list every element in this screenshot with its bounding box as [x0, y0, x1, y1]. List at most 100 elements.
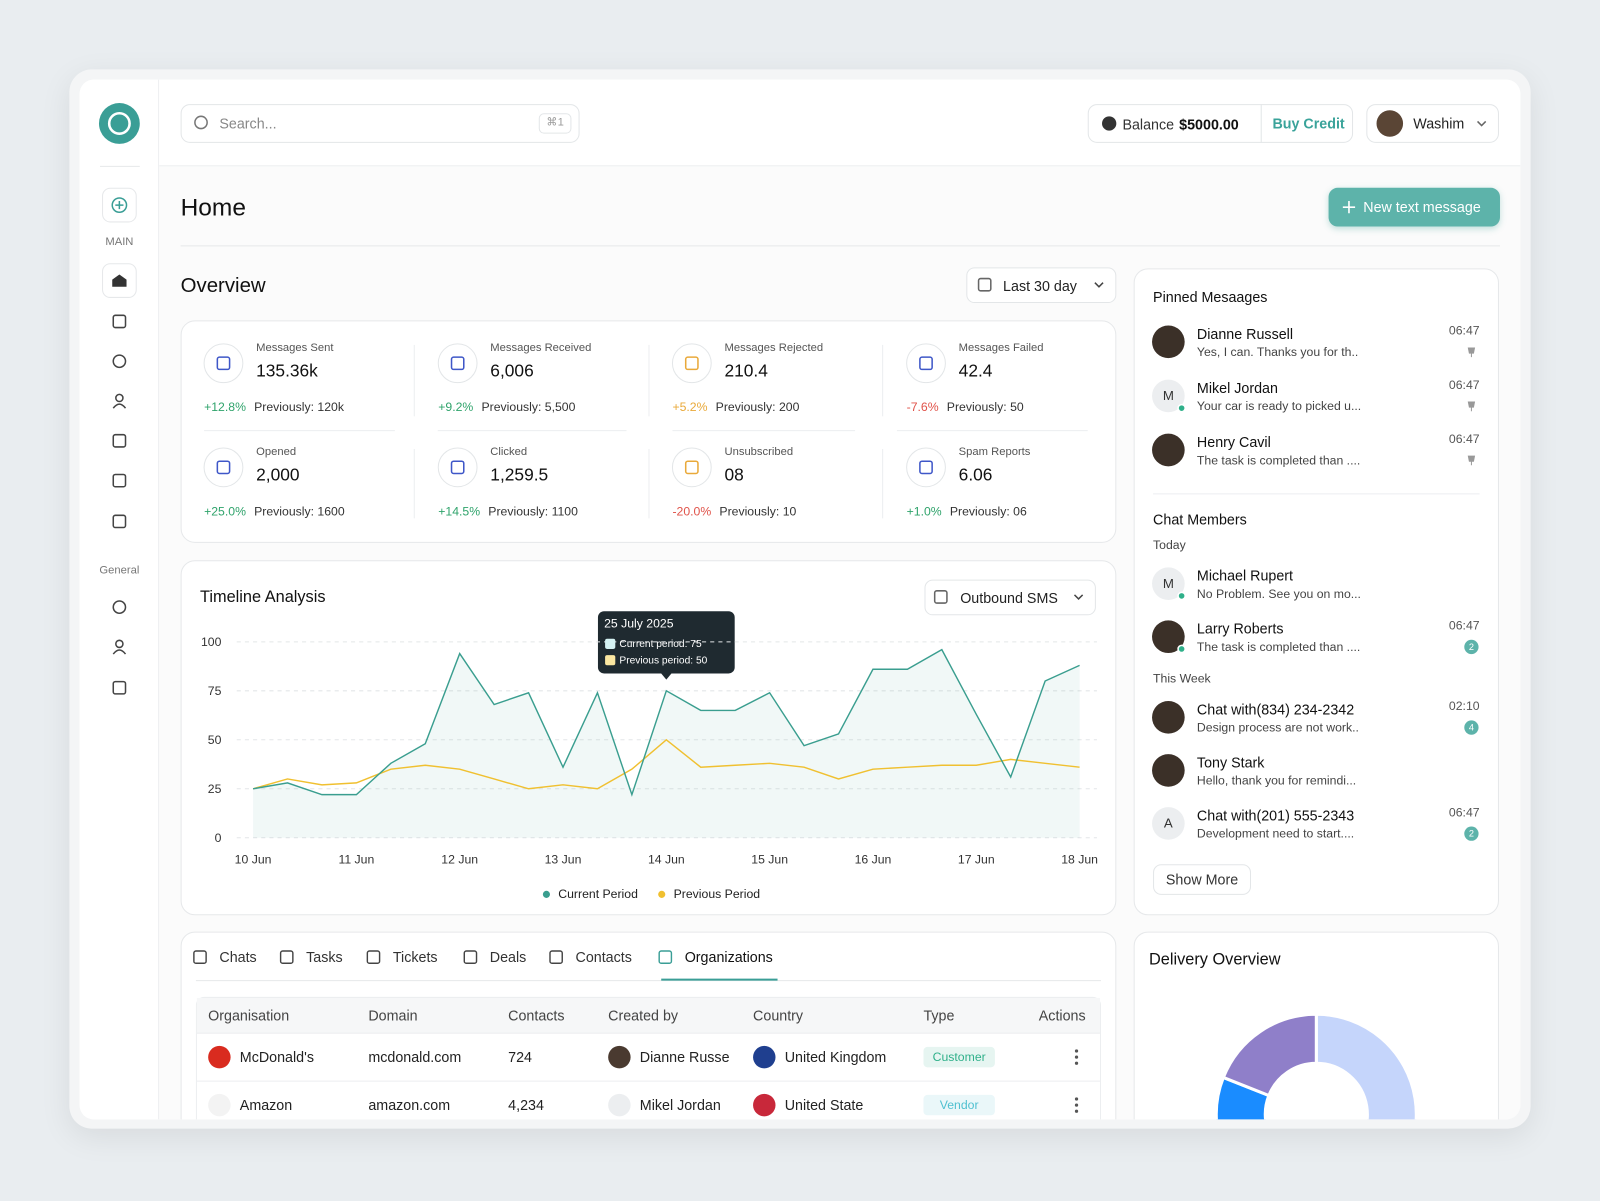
- x-tick-label: 15 Jun: [751, 851, 789, 867]
- online-dot: [1177, 403, 1186, 413]
- contact-name[interactable]: Chat with(834) 234-2342: [1196, 700, 1355, 717]
- contact-name[interactable]: Chat with(201) 555-2343: [1196, 806, 1355, 824]
- stat-glyph: [216, 460, 231, 475]
- tab[interactable]: Tasks: [306, 948, 343, 965]
- tab-icon: [193, 950, 207, 964]
- tab[interactable]: Deals: [489, 948, 527, 965]
- contact-name[interactable]: Mikel Jordan: [1196, 379, 1278, 396]
- message-preview: Hello, thank you for remindi...: [1196, 773, 1357, 788]
- chart-title: Delivery Overview: [1148, 951, 1281, 969]
- contact-name[interactable]: Dianne Russell: [1196, 325, 1294, 342]
- search-placeholder: Search...: [219, 114, 277, 132]
- show-more-button[interactable]: [1153, 864, 1252, 895]
- message-preview: The task is completed than ....: [1196, 639, 1361, 654]
- table-cell: mcdonald.com: [368, 1048, 462, 1065]
- general-label: General: [99, 564, 140, 577]
- line: [252, 648, 1080, 797]
- stat-icon: [437, 343, 478, 384]
- tooltip-swatch: [605, 638, 616, 649]
- legend-dot: [658, 890, 666, 898]
- country-flag: [753, 1045, 776, 1069]
- chart-filter[interactable]: Outbound SMS: [960, 589, 1058, 606]
- show-more-label[interactable]: Show More: [1165, 871, 1239, 888]
- timeline-dropdown[interactable]: [924, 579, 1096, 616]
- balance-amount: $5000.00: [1179, 116, 1239, 133]
- tab[interactable]: Organizations: [684, 948, 773, 965]
- area: [253, 649, 1080, 838]
- tab[interactable]: Tickets: [392, 948, 438, 965]
- tab[interactable]: Contacts: [575, 948, 632, 965]
- section-title: Pinned Mesaages: [1153, 288, 1268, 305]
- icon: [112, 354, 127, 369]
- column-header: Country: [753, 1006, 804, 1024]
- stat-change: +5.2%: [672, 399, 708, 415]
- icon: [112, 314, 127, 329]
- overview-title: Overview: [180, 274, 266, 297]
- actions-menu: [1074, 1103, 1079, 1107]
- tooltip-line: Previous period: 50: [619, 655, 708, 667]
- period-label[interactable]: Last 30 day: [1003, 277, 1077, 294]
- message-time: 02:10: [1448, 698, 1480, 714]
- x-tick-label: 17 Jun: [957, 851, 995, 867]
- message-preview: The task is completed than ....: [1196, 452, 1361, 468]
- search-icon: [194, 115, 208, 130]
- tooltip-line: Current period: 75: [619, 638, 702, 650]
- tooltip-pointer: [661, 673, 672, 680]
- donut-segment: [1214, 1075, 1350, 1120]
- new-message-label[interactable]: New text message: [1363, 198, 1481, 215]
- stat-icon: [203, 343, 244, 384]
- new-message-button[interactable]: [1328, 187, 1500, 227]
- icon: [112, 433, 127, 448]
- line: [252, 738, 1080, 790]
- type-label: Vendor: [939, 1097, 979, 1113]
- avatar-initial: A: [1163, 815, 1173, 831]
- badge: [1464, 720, 1479, 735]
- icon: [977, 277, 992, 292]
- stat-value: 08: [724, 465, 744, 485]
- search-box[interactable]: [180, 104, 580, 143]
- stat-change-row: +9.2% Previously: 5,500: [438, 398, 652, 416]
- avatar: [1152, 620, 1185, 654]
- stat-label: Clicked: [490, 446, 528, 459]
- stat-value: 42.4: [958, 361, 993, 381]
- message-preview: No Problem. See you on mo...: [1196, 586, 1361, 601]
- tab[interactable]: Chats: [219, 948, 257, 965]
- buy-credit[interactable]: Buy Credit: [1272, 114, 1345, 132]
- contact-name[interactable]: Henry Cavil: [1196, 433, 1271, 450]
- donut-segment: [1314, 1012, 1418, 1120]
- add-icon: [115, 201, 124, 210]
- stat-change-row: +1.0% Previously: 06: [907, 502, 1121, 520]
- type-pill: Customer: [923, 1046, 995, 1068]
- stat-change-row: +25.0% Previously: 1600: [204, 502, 418, 520]
- message-time: 06:47: [1448, 618, 1480, 633]
- plus-icon: [1342, 201, 1356, 214]
- message-preview: Design process are not work..: [1196, 720, 1359, 735]
- badge-count: 2: [1468, 828, 1474, 839]
- x-tick-label: 14 Jun: [647, 851, 685, 867]
- chart-title: Timeline Analysis: [199, 589, 326, 607]
- sidebar-add[interactable]: [102, 187, 137, 223]
- table-cell: 4,234: [508, 1096, 544, 1113]
- stat-label: Messages Sent: [256, 342, 334, 355]
- stat-previous: Previously: 200: [715, 399, 800, 415]
- stat-change: +12.8%: [204, 399, 246, 415]
- tab-icon: [279, 950, 294, 964]
- tab-icon: [463, 950, 478, 964]
- contact-name[interactable]: Tony Stark: [1196, 753, 1265, 770]
- pin-icon: [1467, 455, 1476, 466]
- logo: [98, 103, 140, 144]
- avatar: [1152, 379, 1185, 413]
- column-header: Actions: [1038, 1006, 1086, 1024]
- table-frame: [195, 996, 1102, 1120]
- avatar: [1152, 701, 1185, 734]
- legend-label: Previous Period: [673, 886, 761, 902]
- sidebar-home[interactable]: [102, 263, 137, 298]
- contact-name[interactable]: Michael Rupert: [1196, 566, 1294, 584]
- contact-name[interactable]: Larry Roberts: [1196, 619, 1284, 637]
- avatar: [1152, 754, 1185, 787]
- online-dot: [1177, 591, 1186, 601]
- section-title: Chat Members: [1153, 510, 1247, 528]
- legend: Current Period Previous Period: [204, 884, 1099, 904]
